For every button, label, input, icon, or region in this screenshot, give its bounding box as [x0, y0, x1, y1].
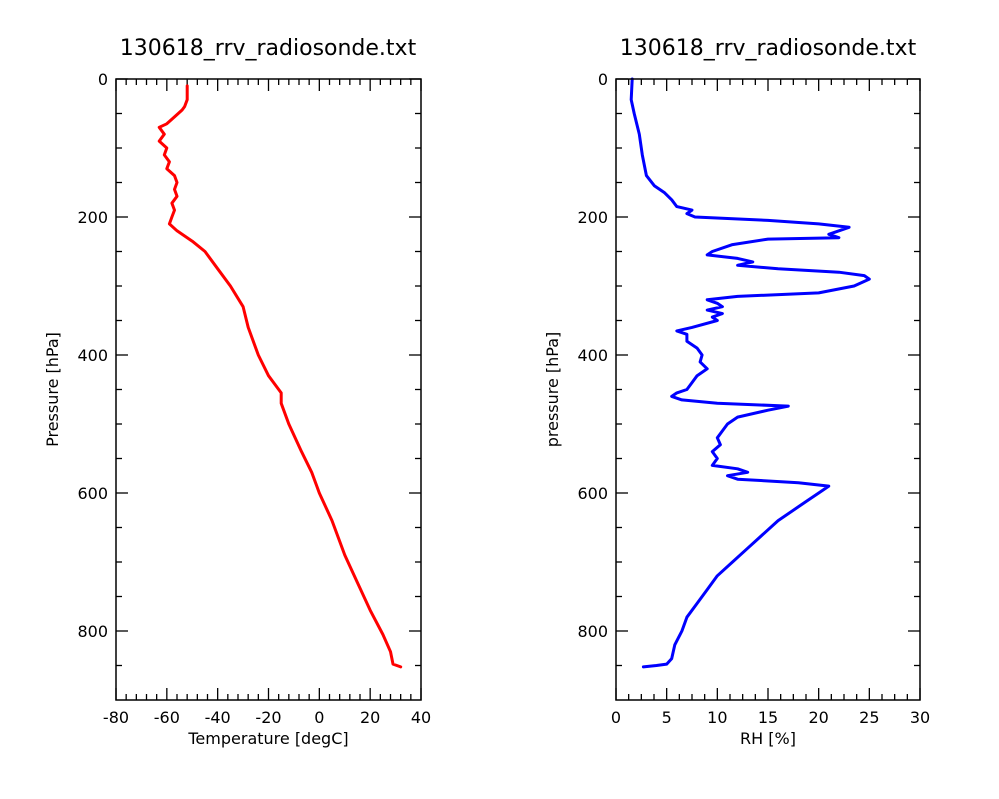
x-tick-label: -80	[103, 708, 129, 727]
y-tick-label: 800	[77, 622, 108, 641]
temperature-panel: 130618_rrv_radiosonde.txt -80 -60 -40 -20 0 20…	[43, 36, 431, 748]
x-tick-label: 0	[611, 708, 621, 727]
humidity-panel: 130618_rrv_radiosonde.txt 0 5 10 15 20 25 30 0 20…	[543, 36, 930, 748]
y-tick-label: 200	[577, 208, 608, 227]
y-tick-label: 0	[98, 70, 108, 89]
x-tick-label: 20	[360, 708, 380, 727]
x-tick-label: -40	[205, 708, 231, 727]
chart-title: 130618_rrv_radiosonde.txt	[620, 36, 917, 61]
x-tick-label: 15	[758, 708, 778, 727]
x-tick-label: 20	[808, 708, 828, 727]
x-tick-label: -20	[255, 708, 281, 727]
x-tick-label: 30	[910, 708, 930, 727]
chart-title: 130618_rrv_radiosonde.txt	[120, 36, 417, 61]
y-axis-label: pressure [hPa]	[543, 332, 562, 448]
axis-ticks	[115, 78, 422, 700]
y-tick-label: 400	[77, 346, 108, 365]
y-tick-label: 0	[598, 70, 608, 89]
y-tick-label: 400	[577, 346, 608, 365]
y-tick-label: 600	[577, 484, 608, 503]
x-tick-label: 5	[662, 708, 672, 727]
plot-frame	[115, 78, 422, 701]
x-tick-label: 40	[411, 708, 431, 727]
x-tick-label: -60	[154, 708, 180, 727]
series-line	[629, 77, 871, 669]
x-tick-label: 0	[314, 708, 324, 727]
plot-frame	[615, 78, 921, 701]
x-axis-label: RH [%]	[740, 729, 796, 748]
y-tick-label: 600	[77, 484, 108, 503]
series-line	[157, 84, 403, 669]
y-tick-label: 200	[77, 208, 108, 227]
y-tick-label: 800	[577, 622, 608, 641]
y-axis-label: Pressure [hPa]	[43, 332, 62, 447]
x-axis-label: Temperature [degC]	[187, 729, 348, 748]
x-tick-label: 10	[707, 708, 727, 727]
axis-ticks	[615, 78, 921, 700]
x-tick-label: 25	[859, 708, 879, 727]
